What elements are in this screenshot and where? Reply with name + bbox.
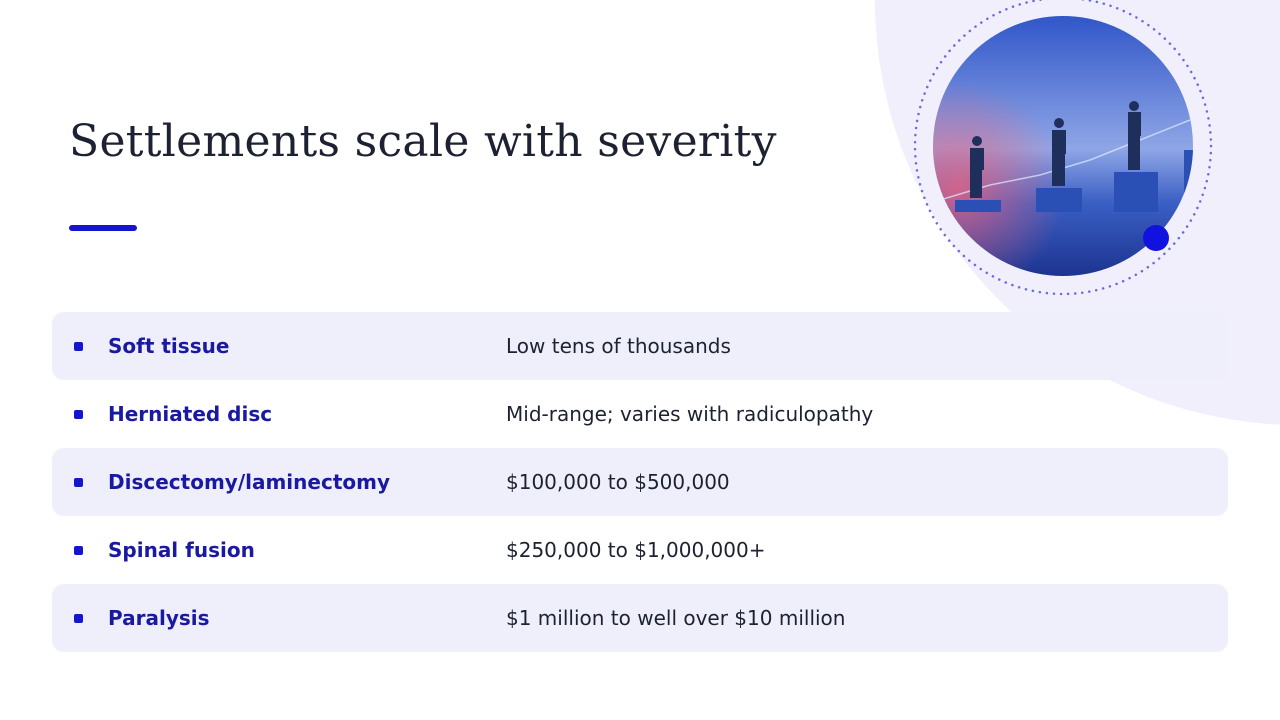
bullet [74,614,83,623]
accent-dot [1143,225,1169,251]
bullet [74,546,83,555]
table-row: Discectomy/laminectomy $100,000 to $500,0… [52,448,1228,516]
row-label: Paralysis [108,606,210,630]
bullet [74,342,83,351]
table-row: Spinal fusion $250,000 to $1,000,000+ [52,516,1228,584]
row-label: Spinal fusion [108,538,255,562]
bullet [74,478,83,487]
row-label: Soft tissue [108,334,230,358]
title-underline [69,225,137,231]
row-label: Herniated disc [108,402,273,426]
dotted-ring [913,0,1213,296]
row-value: Mid-range; varies with radiculopathy [506,402,874,426]
severity-table: Soft tissue Low tens of thousands Herniate… [52,312,1228,652]
table-row: Herniated disc Mid-range; varies with rad… [52,380,1228,448]
row-value: Low tens of thousands [506,334,731,358]
title: Settlements scale with severity [69,116,777,167]
row-label: Discectomy/laminectomy [108,470,391,494]
table-row: Paralysis $1 million to well over $10 mil… [52,584,1228,652]
row-value: $1 million to well over $10 million [506,606,846,630]
table-row: Soft tissue Low tens of thousands [52,312,1228,380]
row-value: $250,000 to $1,000,000+ [506,538,766,562]
row-value: $100,000 to $500,000 [506,470,730,494]
bullet [74,410,83,419]
